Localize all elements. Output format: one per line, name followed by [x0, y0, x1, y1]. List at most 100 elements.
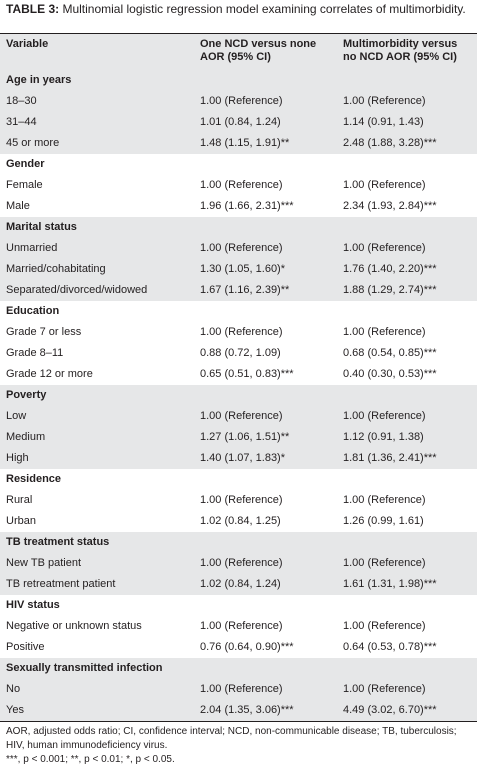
table-cell: 1.12 (0.91, 1.38) — [343, 431, 424, 443]
table-cell: Grade 7 or less — [6, 326, 82, 338]
table-row: Rural 1.00 (Reference) 1.00 (Reference) — [0, 490, 477, 511]
section-heading: Residence — [6, 473, 62, 485]
table-cell: 1.00 (Reference) — [343, 95, 426, 107]
table-cell: 2.04 (1.35, 3.06)*** — [200, 704, 294, 716]
table-cell: 1.81 (1.36, 2.41)*** — [343, 452, 437, 464]
table-row: Positive 0.76 (0.64, 0.90)*** 0.64 (0.53, … — [0, 637, 477, 658]
table-cell: Medium — [6, 431, 46, 443]
table-cell: New TB patient — [6, 557, 82, 569]
table-cell: 1.00 (Reference) — [200, 95, 283, 107]
table-cell: 1.02 (0.84, 1.24) — [200, 578, 281, 590]
column-header: Multimorbidity versus no NCD AOR (95% CI… — [343, 38, 458, 63]
table-row: Grade 8–11 0.88 (0.72, 1.09) 0.68 (0.54, 0… — [0, 343, 477, 364]
table-label: TABLE 3: — [6, 2, 60, 16]
section-heading: HIV status — [6, 599, 60, 611]
table-row: Female 1.00 (Reference) 1.00 (Reference) — [0, 175, 477, 196]
table-cell: 0.64 (0.53, 0.78)*** — [343, 641, 437, 653]
table-cell: Grade 8–11 — [6, 347, 64, 359]
section-heading: Gender — [6, 158, 45, 170]
table-row: Married/cohabitating 1.30 (1.05, 1.60)* 1.… — [0, 259, 477, 280]
table-cell: 1.00 (Reference) — [200, 410, 283, 422]
table-cell: 1.30 (1.05, 1.60)* — [200, 263, 286, 275]
table-cell: Urban — [6, 515, 36, 527]
table-cell: 1.00 (Reference) — [343, 683, 426, 695]
table-cell: 1.00 (Reference) — [343, 326, 426, 338]
table-caption: Multinomial logistic regression model ex… — [62, 2, 466, 16]
table-cell: 0.76 (0.64, 0.90)*** — [200, 641, 294, 653]
table-note: ***, p < 0.001; **, p < 0.01; *, p < 0.0… — [6, 754, 175, 765]
table-cell: 1.00 (Reference) — [200, 179, 283, 191]
section-heading-row: Education — [0, 301, 477, 322]
section-heading-row: Sexually transmitted infection — [0, 658, 477, 679]
table-cell: TB retreatment patient — [6, 578, 116, 590]
table-cell: 1.27 (1.06, 1.51)** — [200, 431, 290, 443]
table-cell: 1.00 (Reference) — [343, 557, 426, 569]
section-heading: Age in years — [6, 74, 72, 86]
table-cell: 1.00 (Reference) — [200, 494, 283, 506]
table-cell: 18–30 — [6, 95, 37, 107]
table-cell: Negative or unknown status — [6, 620, 142, 632]
table-row: Yes 2.04 (1.35, 3.06)*** 4.49 (3.02, 6.70)… — [0, 700, 477, 721]
table-cell: 1.14 (0.91, 1.43) — [343, 116, 424, 128]
table-cell: High — [6, 452, 29, 464]
table-cell: 1.00 (Reference) — [200, 242, 283, 254]
column-header: One NCD versus none AOR (95% CI) — [200, 38, 317, 63]
section-heading-row: Gender — [0, 154, 477, 175]
table-cell: 0.65 (0.51, 0.83)*** — [200, 368, 294, 380]
section-heading: Marital status — [6, 221, 77, 233]
table-cell: 1.96 (1.66, 2.31)*** — [200, 200, 294, 212]
table-row: New TB patient 1.00 (Reference) 1.00 (Refe… — [0, 553, 477, 574]
table-cell: 1.00 (Reference) — [200, 557, 283, 569]
table-cell: Rural — [6, 494, 33, 506]
table-cell: Married/cohabitating — [6, 263, 106, 275]
table-row: Grade 12 or more 0.65 (0.51, 0.83)*** 0.40… — [0, 364, 477, 385]
table-cell: 1.48 (1.15, 1.91)** — [200, 137, 290, 149]
table-cell: 4.49 (3.02, 6.70)*** — [343, 704, 437, 716]
table-cell: 1.67 (1.16, 2.39)** — [200, 284, 290, 296]
table-row: 31–44 1.01 (0.84, 1.24) 1.14 (0.91, 1.43) — [0, 112, 477, 133]
section-heading-row: Poverty — [0, 385, 477, 406]
table-cell: 1.00 (Reference) — [343, 242, 426, 254]
table-cell: Separated/divorced/widowed — [6, 284, 148, 296]
table-cell: Low — [6, 410, 27, 422]
table-row: Separated/divorced/widowed 1.67 (1.16, 2.… — [0, 280, 477, 301]
section-heading: TB treatment status — [6, 536, 110, 548]
table-row: 18–30 1.00 (Reference) 1.00 (Reference) — [0, 91, 477, 112]
table-row: No 1.00 (Reference) 1.00 (Reference) — [0, 679, 477, 700]
table-cell: 1.00 (Reference) — [343, 620, 426, 632]
column-header: Variable — [6, 38, 49, 50]
table-row: Medium 1.27 (1.06, 1.51)** 1.12 (0.91, 1.3… — [0, 427, 477, 448]
table-cell: 1.01 (0.84, 1.24) — [200, 116, 281, 128]
table-cell: 1.88 (1.29, 2.74)*** — [343, 284, 437, 296]
table-cell: 1.76 (1.40, 2.20)*** — [343, 263, 437, 275]
table-header: Variable One NCD versus none AOR (95% CI… — [0, 33, 477, 71]
table-row: High 1.40 (1.07, 1.83)* 1.81 (1.36, 2.41)*… — [0, 448, 477, 469]
table-cell: 0.68 (0.54, 0.85)*** — [343, 347, 437, 359]
section-heading: Education — [6, 305, 60, 317]
table-cell: 45 or more — [6, 137, 60, 149]
section-heading: Poverty — [6, 389, 47, 401]
section-heading: Sexually transmitted infection — [6, 662, 163, 674]
table-rule — [0, 721, 477, 722]
table-cell: Female — [6, 179, 43, 191]
table-row: Urban 1.02 (0.84, 1.25) 1.26 (0.99, 1.61) — [0, 511, 477, 532]
table-cell: 2.34 (1.93, 2.84)*** — [343, 200, 437, 212]
table-note: AOR, adjusted odds ratio; CI, confidence… — [6, 726, 457, 751]
table-cell: Yes — [6, 704, 24, 716]
table-row: Low 1.00 (Reference) 1.00 (Reference) — [0, 406, 477, 427]
table-row: TB retreatment patient 1.02 (0.84, 1.24) 1… — [0, 574, 477, 595]
section-heading-row: TB treatment status — [0, 532, 477, 553]
table-cell: 1.00 (Reference) — [200, 683, 283, 695]
section-heading-row: Residence — [0, 469, 477, 490]
table-cell: Grade 12 or more — [6, 368, 93, 380]
table-row: 45 or more 1.48 (1.15, 1.91)** 2.48 (1.88,… — [0, 133, 477, 154]
table-cell: Unmarried — [6, 242, 58, 254]
table-cell: No — [6, 683, 21, 695]
table-cell: 1.02 (0.84, 1.25) — [200, 515, 281, 527]
table-cell: 1.00 (Reference) — [343, 179, 426, 191]
table-cell: 1.00 (Reference) — [200, 326, 283, 338]
table-cell: 1.00 (Reference) — [343, 494, 426, 506]
table-cell: 1.40 (1.07, 1.83)* — [200, 452, 286, 464]
table-cell: 0.88 (0.72, 1.09) — [200, 347, 281, 359]
